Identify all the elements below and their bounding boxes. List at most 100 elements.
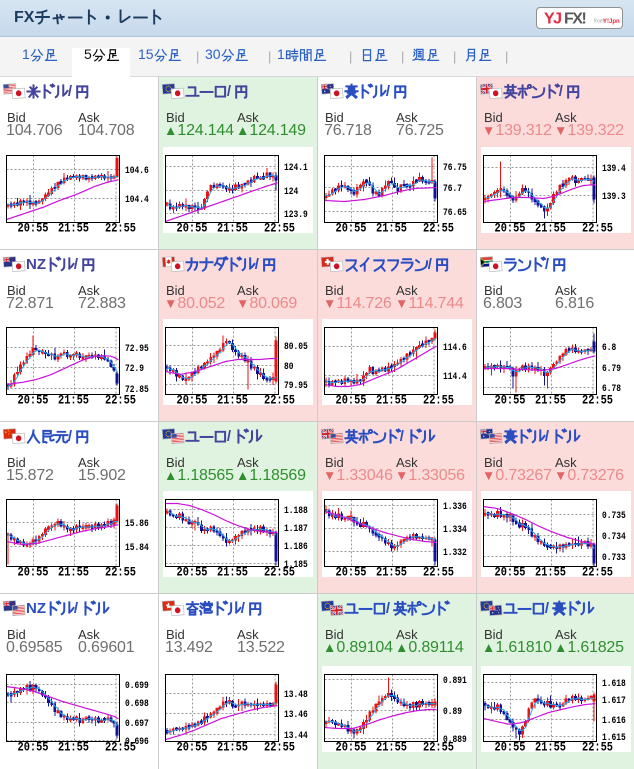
svg-text:124.1: 124.1 — [284, 162, 308, 174]
svg-text:0.697: 0.697 — [125, 718, 149, 730]
svg-text:72.9: 72.9 — [125, 363, 144, 375]
svg-text:21:55: 21:55 — [376, 565, 407, 578]
svg-text:1: 1 — [22, 46, 30, 62]
svg-text:22:55: 22:55 — [264, 740, 295, 753]
svg-text:FX!: FX! — [564, 11, 585, 28]
svg-text:NZ: NZ — [26, 256, 46, 273]
svg-text:22:55: 22:55 — [582, 393, 613, 406]
svg-text:114.6: 114.6 — [443, 342, 467, 354]
svg-text:1.615: 1.615 — [602, 732, 626, 744]
svg-text:21:55: 21:55 — [376, 221, 407, 234]
svg-text:21:55: 21:55 — [58, 565, 89, 578]
svg-text:/: / — [68, 428, 73, 445]
svg-text:21:55: 21:55 — [535, 221, 566, 234]
svg-text:1.334: 1.334 — [443, 524, 467, 536]
svg-text:15.86: 15.86 — [125, 518, 149, 530]
svg-text:13.46: 13.46 — [284, 709, 308, 721]
svg-text:20:55: 20:55 — [336, 221, 367, 234]
svg-text:15.84: 15.84 — [125, 542, 149, 554]
svg-text:1.187: 1.187 — [284, 523, 308, 535]
svg-text:20:55: 20:55 — [336, 393, 367, 406]
svg-text:30: 30 — [205, 46, 221, 62]
svg-text:/: / — [74, 600, 79, 617]
svg-text:21:55: 21:55 — [217, 740, 248, 753]
svg-text:21:55: 21:55 — [58, 740, 89, 753]
svg-text:/: / — [545, 428, 550, 445]
svg-text:22:55: 22:55 — [105, 221, 136, 234]
svg-text:20:55: 20:55 — [177, 221, 208, 234]
svg-text:13.48: 13.48 — [284, 689, 308, 701]
svg-text:/: / — [545, 600, 550, 617]
svg-text:80.05: 80.05 — [284, 341, 308, 353]
svg-text:79.95: 79.95 — [284, 380, 308, 392]
svg-text:22:55: 22:55 — [264, 565, 295, 578]
svg-text:22:55: 22:55 — [423, 393, 454, 406]
svg-text:1.617: 1.617 — [602, 695, 626, 707]
svg-text:22:55: 22:55 — [264, 393, 295, 406]
svg-text:0.891: 0.891 — [443, 675, 467, 687]
svg-text:/: / — [241, 600, 246, 617]
svg-text:20:55: 20:55 — [495, 393, 526, 406]
svg-text:80: 80 — [284, 361, 294, 373]
svg-text:22:55: 22:55 — [423, 740, 454, 753]
svg-text:5: 5 — [84, 46, 92, 62]
svg-text:NZ: NZ — [26, 600, 46, 617]
svg-text:0.699: 0.699 — [125, 680, 149, 692]
svg-text:20:55: 20:55 — [336, 565, 367, 578]
svg-text:1.186: 1.186 — [284, 541, 308, 553]
svg-text:Y!Jpn: Y!Jpn — [603, 19, 620, 25]
svg-text:22:55: 22:55 — [105, 565, 136, 578]
svg-text:114.4: 114.4 — [443, 371, 467, 383]
svg-text:FX: FX — [14, 9, 35, 26]
svg-text:13.44: 13.44 — [284, 730, 308, 742]
svg-text:21:55: 21:55 — [376, 740, 407, 753]
svg-text:104.4: 104.4 — [125, 194, 149, 206]
svg-text:21:55: 21:55 — [535, 393, 566, 406]
svg-text:21:55: 21:55 — [535, 565, 566, 578]
svg-text:from: from — [594, 19, 604, 25]
svg-text:6.8: 6.8 — [602, 342, 616, 354]
svg-text:0.734: 0.734 — [602, 531, 626, 543]
svg-text:1: 1 — [277, 46, 285, 62]
svg-text:22:55: 22:55 — [582, 565, 613, 578]
svg-text:1.332: 1.332 — [443, 547, 467, 559]
svg-text:20:55: 20:55 — [18, 221, 49, 234]
svg-text:1.185: 1.185 — [284, 559, 308, 571]
svg-text:72.95: 72.95 — [125, 343, 149, 355]
svg-text:21:55: 21:55 — [217, 393, 248, 406]
svg-text:/: / — [227, 428, 232, 445]
svg-text:20:55: 20:55 — [336, 740, 367, 753]
svg-text:20:55: 20:55 — [177, 740, 208, 753]
svg-text:123.9: 123.9 — [284, 209, 308, 221]
svg-text:20:55: 20:55 — [495, 565, 526, 578]
svg-text:0.696: 0.696 — [125, 736, 149, 748]
svg-text:76.7: 76.7 — [443, 183, 462, 195]
svg-text:22:55: 22:55 — [105, 393, 136, 406]
svg-text:/: / — [545, 256, 550, 273]
svg-text:20:55: 20:55 — [495, 740, 526, 753]
svg-text:/: / — [559, 83, 564, 100]
svg-text:22:55: 22:55 — [264, 221, 295, 234]
svg-text:15: 15 — [138, 46, 154, 62]
svg-text:21:55: 21:55 — [376, 393, 407, 406]
svg-text:20:55: 20:55 — [18, 393, 49, 406]
svg-text:0.735: 0.735 — [602, 510, 626, 522]
svg-text:124: 124 — [284, 186, 298, 198]
svg-text:1.188: 1.188 — [284, 505, 308, 517]
svg-text:76.65: 76.65 — [443, 207, 467, 219]
svg-text:22:55: 22:55 — [423, 221, 454, 234]
svg-text:1.618: 1.618 — [602, 678, 626, 690]
svg-text:/: / — [255, 256, 260, 273]
svg-text:21:55: 21:55 — [58, 221, 89, 234]
svg-text:21:55: 21:55 — [217, 565, 248, 578]
svg-text:/: / — [386, 83, 391, 100]
svg-text:22:55: 22:55 — [423, 565, 454, 578]
svg-text:22:55: 22:55 — [582, 740, 613, 753]
svg-text:YJ: YJ — [544, 11, 561, 28]
svg-text:72.85: 72.85 — [125, 384, 149, 396]
svg-text:20:55: 20:55 — [177, 565, 208, 578]
svg-text:20:55: 20:55 — [495, 221, 526, 234]
svg-text:20:55: 20:55 — [177, 393, 208, 406]
svg-text:/: / — [227, 83, 232, 100]
svg-text:/: / — [74, 256, 79, 273]
